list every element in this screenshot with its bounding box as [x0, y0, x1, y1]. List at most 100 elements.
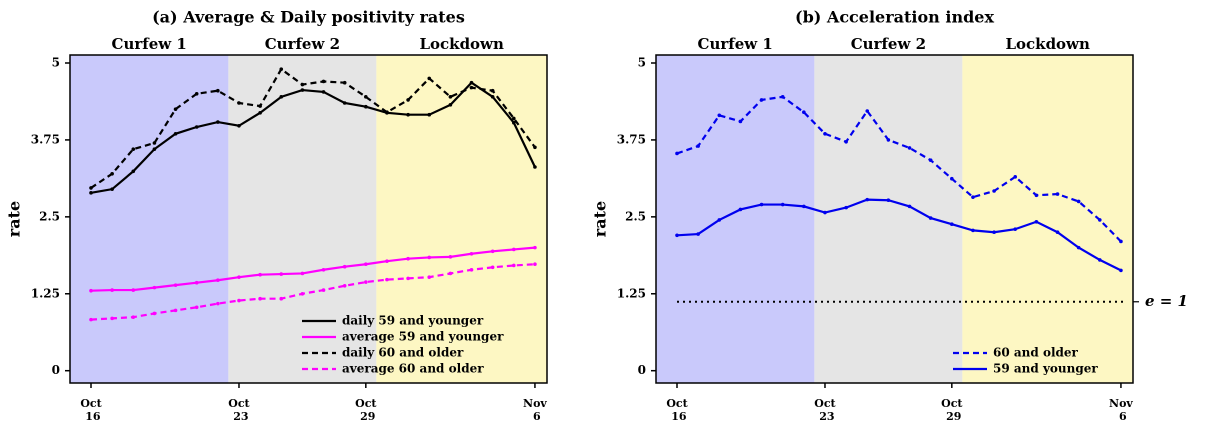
point — [279, 95, 284, 99]
region-label: Curfew 2 — [851, 35, 926, 53]
point — [406, 276, 410, 281]
chart-title: (a) Average & Daily positivity rates — [152, 8, 465, 27]
point — [110, 288, 114, 292]
point — [928, 158, 933, 163]
point — [907, 146, 912, 150]
point — [152, 311, 157, 316]
point — [364, 262, 368, 267]
point — [194, 125, 199, 129]
point — [427, 275, 432, 279]
legend-label: average 60 and older — [342, 362, 484, 376]
point — [342, 80, 347, 85]
y-tick-label: 3.75 — [617, 132, 646, 146]
point — [738, 119, 743, 124]
point — [823, 131, 827, 136]
region — [962, 55, 1133, 383]
legend-label: average 59 and younger — [342, 330, 504, 344]
point — [131, 147, 136, 151]
series-line — [676, 95, 1122, 243]
y-axis-label: rate — [5, 201, 24, 237]
point — [1034, 219, 1039, 224]
point — [971, 195, 975, 199]
y-axis-label: rate — [591, 201, 610, 237]
point — [469, 85, 474, 90]
point — [89, 186, 93, 190]
point — [194, 91, 199, 96]
point — [258, 104, 262, 108]
point — [490, 249, 495, 254]
point — [131, 288, 136, 292]
point — [321, 90, 326, 94]
point — [490, 95, 495, 99]
point — [823, 210, 827, 215]
point — [194, 305, 199, 310]
point — [1076, 245, 1081, 250]
x-tick-label: Oct 29 — [941, 397, 963, 423]
legend-label: daily 59 and younger — [342, 314, 484, 328]
point — [258, 296, 262, 301]
point — [533, 262, 537, 267]
x-tick-label: Oct 23 — [228, 397, 250, 423]
point — [675, 233, 679, 238]
y-tick-label: 2.5 — [625, 209, 646, 223]
point — [300, 88, 305, 92]
point — [321, 288, 326, 292]
point — [802, 110, 806, 115]
point — [173, 131, 178, 136]
point — [237, 123, 241, 128]
y-tick-label: 1.25 — [31, 286, 60, 300]
point — [533, 145, 537, 150]
point — [533, 165, 537, 169]
reference-label: e = 1 — [1145, 292, 1188, 310]
region-label: Curfew 1 — [698, 35, 773, 53]
point — [173, 283, 178, 287]
point — [992, 230, 996, 235]
point — [89, 288, 93, 293]
region-label: Lockdown — [419, 35, 503, 53]
point — [1034, 193, 1039, 198]
point — [512, 120, 516, 125]
x-tick-label: Oct 29 — [355, 397, 377, 423]
point — [173, 107, 178, 111]
chart-title: (b) Acceleration index — [795, 8, 994, 27]
point — [342, 283, 347, 288]
point — [342, 264, 347, 269]
x-tick-label: Oct 23 — [814, 397, 836, 423]
point — [364, 104, 368, 109]
legend-label: 59 and younger — [993, 362, 1098, 376]
point — [512, 263, 516, 268]
x-tick-label: Nov 6 — [523, 397, 547, 423]
point — [928, 216, 933, 220]
point — [300, 291, 305, 296]
point — [907, 204, 912, 209]
series-line — [90, 81, 536, 194]
point — [152, 285, 157, 290]
series-line — [90, 246, 536, 292]
point — [675, 151, 679, 156]
point — [173, 308, 178, 313]
point — [717, 113, 722, 118]
point — [971, 228, 975, 233]
point — [865, 197, 870, 202]
point — [1013, 227, 1018, 231]
point — [865, 109, 870, 113]
point — [448, 103, 453, 107]
region-label: Curfew 1 — [112, 35, 187, 53]
x-tick-label: Nov 6 — [1109, 397, 1133, 423]
point — [950, 176, 954, 181]
point — [469, 80, 474, 85]
point — [1098, 218, 1102, 222]
point — [533, 245, 537, 250]
point — [490, 265, 495, 270]
point — [364, 95, 368, 99]
y-tick-label: 0 — [638, 363, 646, 377]
point — [490, 88, 495, 93]
point — [216, 88, 220, 93]
region — [228, 55, 377, 383]
point — [216, 278, 220, 283]
y-tick-label: 1.25 — [617, 286, 646, 300]
point — [1013, 175, 1018, 179]
point — [237, 275, 241, 279]
point — [696, 232, 700, 236]
region — [656, 55, 815, 383]
